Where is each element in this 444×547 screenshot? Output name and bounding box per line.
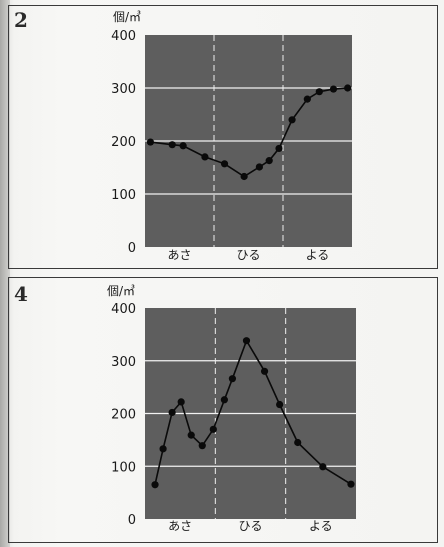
y-tick-label: 400 <box>111 302 136 317</box>
chart-panel-2 <box>8 5 438 269</box>
data-point <box>151 481 159 489</box>
y-tick-label: 400 <box>111 29 136 44</box>
data-point <box>265 157 273 165</box>
data-point <box>201 153 209 161</box>
y-tick-label: 0 <box>128 513 136 528</box>
data-point <box>146 138 155 146</box>
data-point <box>347 480 355 488</box>
data-point <box>303 95 311 103</box>
data-point <box>187 431 195 439</box>
data-point <box>344 84 352 92</box>
page-binding-shadow <box>0 0 10 547</box>
panel-number-2: 2 <box>14 8 28 32</box>
data-point <box>240 172 248 181</box>
data-point <box>177 398 185 406</box>
data-point <box>315 88 323 96</box>
y-tick-label: 200 <box>111 135 136 150</box>
data-point <box>209 425 217 433</box>
chart-panel-4 <box>8 277 438 543</box>
y-tick-label: 100 <box>111 460 136 475</box>
data-point <box>329 85 338 93</box>
y-unit-label: 個/㎥ <box>107 284 135 298</box>
data-point <box>275 144 283 153</box>
data-point <box>159 445 167 453</box>
y-tick-label: 200 <box>111 408 136 423</box>
data-point <box>168 141 176 149</box>
data-point <box>228 375 237 383</box>
y-tick-label: 300 <box>111 82 136 97</box>
data-point <box>198 442 206 450</box>
y-unit-label: 個/㎥ <box>113 10 141 24</box>
data-point <box>255 163 263 171</box>
x-category-label: ひる <box>238 519 262 533</box>
data-point <box>220 396 228 404</box>
data-point <box>179 142 187 150</box>
x-category-label: ひる <box>236 248 260 262</box>
data-point <box>294 438 302 447</box>
data-point <box>319 463 327 471</box>
x-category-label: あさ <box>168 519 192 533</box>
data-point <box>288 116 296 124</box>
chart-2: 0 100 200 300 400 あさ ひる よる 個/㎥ <box>111 10 352 262</box>
data-point <box>220 160 229 168</box>
panel-number-4: 4 <box>14 282 28 306</box>
x-category-label: あさ <box>167 248 191 262</box>
x-category-label: よる <box>309 519 333 533</box>
y-tick-label: 300 <box>111 355 136 370</box>
data-point <box>276 400 284 409</box>
data-point <box>260 367 269 375</box>
y-tick-label: 0 <box>128 241 136 256</box>
data-point <box>168 408 176 417</box>
chart-4: 0 100 200 300 400 あさ ひる よる 個/㎥ <box>107 284 356 533</box>
data-point <box>242 337 251 345</box>
y-tick-label: 100 <box>111 188 136 203</box>
x-category-label: よる <box>306 248 330 262</box>
